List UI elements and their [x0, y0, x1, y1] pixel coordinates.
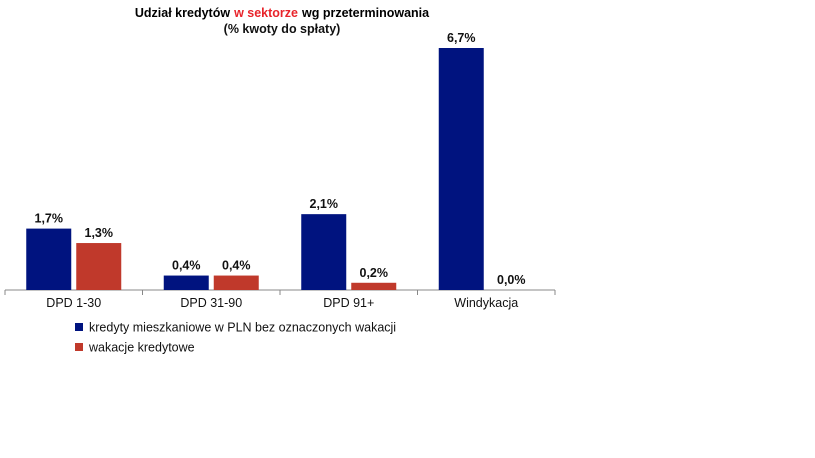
- data-label: 0,0%: [497, 273, 526, 287]
- chart-title: Udział kredytów w sektorze wg przeterminow…: [135, 6, 430, 20]
- legend-label: kredyty mieszkaniowe w PLN bez oznaczony…: [89, 321, 396, 335]
- data-label: 1,3%: [85, 226, 114, 240]
- bar: [26, 228, 72, 290]
- legend-label: wakacje kredytowe: [88, 341, 195, 355]
- data-label: 1,7%: [35, 212, 64, 226]
- data-label: 0,4%: [172, 259, 201, 273]
- x-tick-label: DPD 31-90: [180, 296, 242, 310]
- data-label: 0,4%: [222, 259, 251, 273]
- title-part: Udział kredytów: [135, 6, 230, 20]
- data-label: 6,7%: [447, 31, 476, 45]
- legend-swatch: [75, 343, 83, 351]
- bar: [163, 275, 209, 290]
- data-label: 2,1%: [310, 197, 339, 211]
- title-part: wg przeterminowania: [301, 6, 430, 20]
- bar: [76, 243, 122, 290]
- bar: [351, 282, 397, 290]
- legend-swatch: [75, 323, 83, 331]
- chart-subtitle: (% kwoty do spłaty): [224, 22, 341, 36]
- x-tick-label: Windykacja: [454, 296, 518, 310]
- data-label: 0,2%: [360, 266, 389, 280]
- bar: [301, 214, 347, 290]
- bar: [438, 48, 484, 290]
- x-tick-label: DPD 1-30: [46, 296, 101, 310]
- bar: [213, 275, 259, 290]
- title-part: w sektorze: [233, 6, 298, 20]
- x-tick-label: DPD 91+: [323, 296, 374, 310]
